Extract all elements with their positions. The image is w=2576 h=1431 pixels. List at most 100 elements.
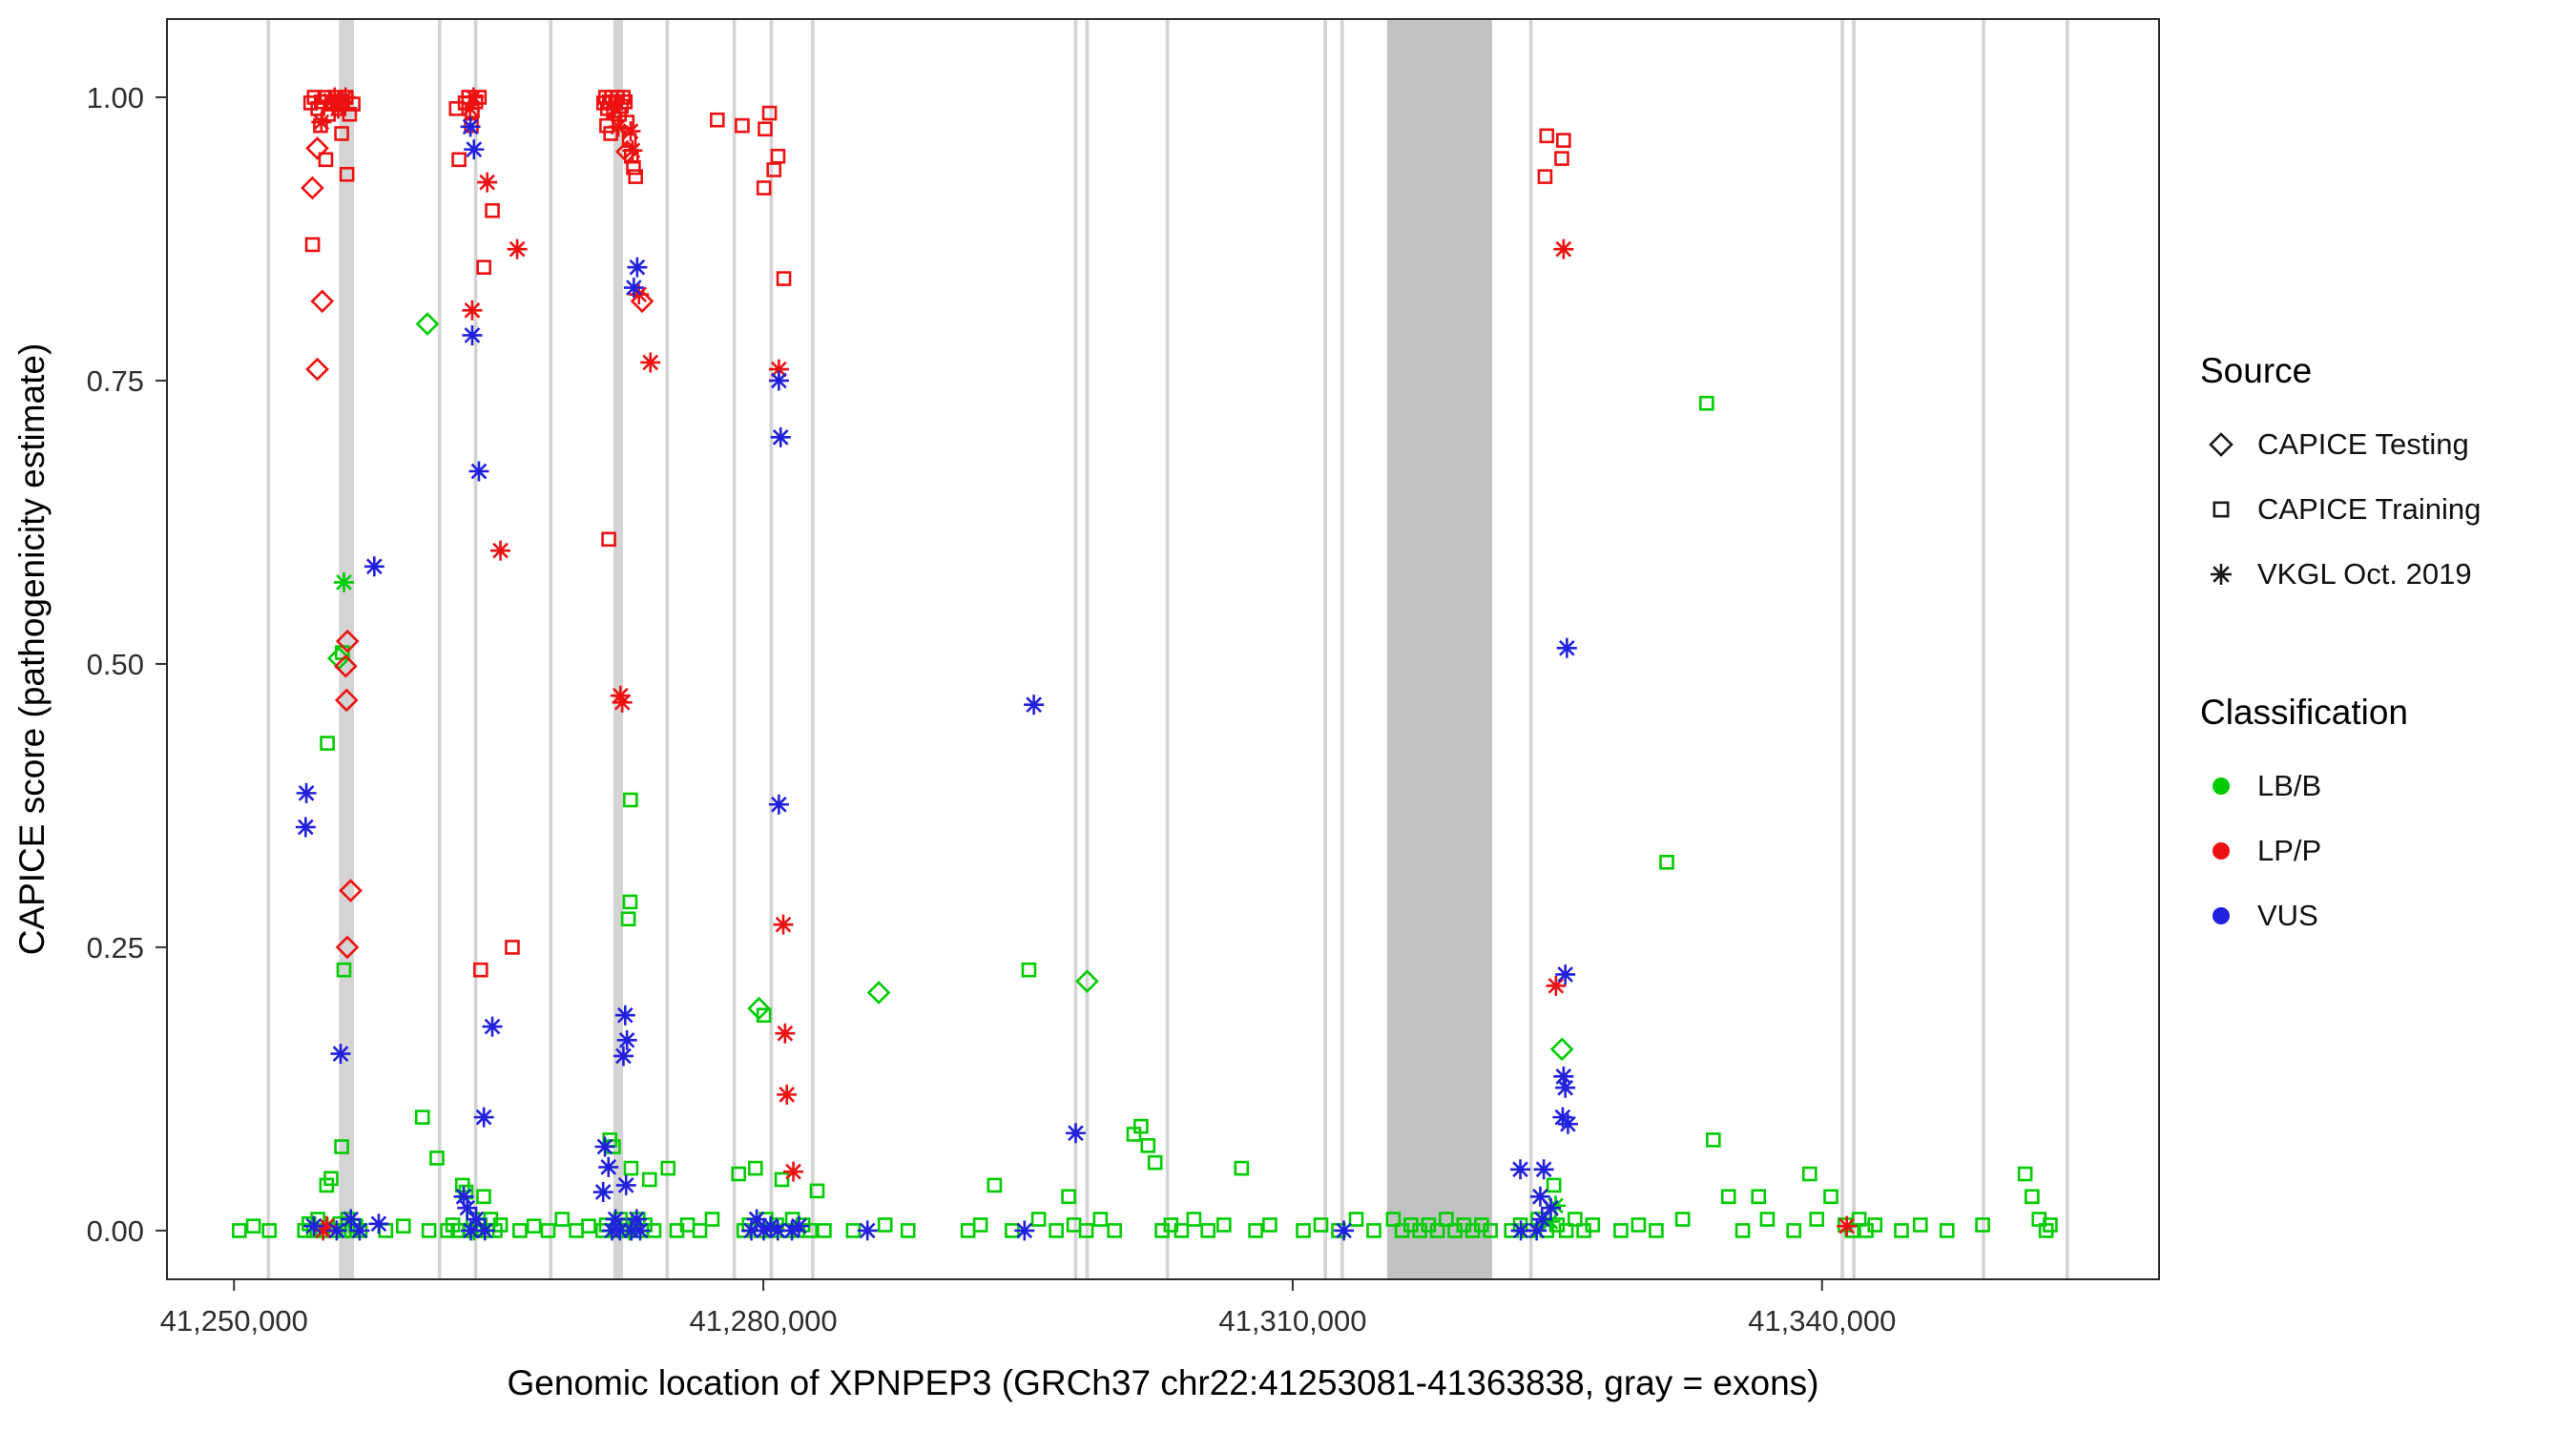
legend-classification-block: Classification LB/B LP/P VUS <box>2200 693 2408 948</box>
exon-band <box>437 20 442 1278</box>
data-point-square <box>1939 1223 1955 1238</box>
data-point-square <box>1802 1166 1818 1182</box>
data-point-square <box>620 911 636 927</box>
data-point-diamond <box>747 996 771 1021</box>
data-point-asterisk <box>613 1046 634 1067</box>
data-point-asterisk <box>460 1220 481 1241</box>
data-point-square <box>960 1223 976 1238</box>
data-point-square <box>1631 1217 1647 1233</box>
data-point-square <box>758 121 773 137</box>
data-point-asterisk <box>610 685 631 706</box>
data-point-asterisk <box>768 370 789 391</box>
legend-label-vkgl: VKGL Oct. 2019 <box>2257 557 2472 591</box>
data-point-square <box>320 736 335 751</box>
data-point-diamond <box>339 879 363 902</box>
data-point-asterisk <box>466 1209 487 1230</box>
data-point-square <box>1554 151 1569 166</box>
exon-band <box>613 20 624 1278</box>
data-point-asterisk <box>1556 637 1577 658</box>
data-point-diamond <box>334 688 359 713</box>
data-point-diamond <box>335 629 360 653</box>
data-point-asterisk <box>598 1156 619 1177</box>
data-point-square <box>1912 1217 1928 1233</box>
panel-border <box>166 18 2160 1280</box>
data-point-asterisk <box>364 556 384 577</box>
exon-band <box>266 20 271 1278</box>
data-point-square <box>1585 1217 1601 1233</box>
data-point-asterisk <box>326 1220 347 1241</box>
legend-source-block: Source CAPICE Testing CAPICE Training VK… <box>2200 351 2481 607</box>
data-point-square <box>628 169 644 184</box>
legend-source-title: Source <box>2200 351 2313 390</box>
data-point-square <box>1735 1223 1751 1238</box>
exon-band <box>1340 20 1344 1278</box>
data-point-square <box>817 1223 832 1238</box>
data-point-diamond <box>305 136 329 160</box>
legend-item-lpp: LP/P <box>2200 819 2408 883</box>
data-point-asterisk <box>477 172 498 193</box>
data-point-asterisk <box>620 121 641 142</box>
data-point-asterisk <box>1546 975 1567 996</box>
exon-band <box>473 20 478 1278</box>
exon-band <box>769 20 774 1278</box>
data-point-square <box>505 940 520 955</box>
data-point-square <box>776 271 792 286</box>
data-point-asterisk <box>612 692 633 713</box>
data-point-square <box>1049 1223 1064 1238</box>
data-point-square <box>339 166 355 182</box>
data-point-square <box>1674 1212 1691 1227</box>
data-point-square <box>2025 1189 2040 1205</box>
data-point-asterisk <box>507 238 528 259</box>
data-point-square <box>809 1183 825 1199</box>
data-point-asterisk <box>627 257 648 278</box>
data-point-square <box>987 1177 1003 1193</box>
data-point-asterisk <box>463 87 484 108</box>
data-point-square <box>774 1172 790 1188</box>
data-point-asterisk <box>1837 1215 1858 1236</box>
data-point-square <box>617 93 634 110</box>
data-point-asterisk <box>626 1209 647 1230</box>
data-point-square <box>692 1223 708 1238</box>
data-point-square <box>473 962 488 978</box>
data-point-square <box>756 180 772 196</box>
data-point-diamond <box>301 176 324 200</box>
data-point-square <box>1385 1212 1402 1227</box>
data-point-asterisk <box>335 87 356 108</box>
data-point-square <box>1613 1223 1629 1238</box>
data-point-asterisk <box>311 112 332 133</box>
data-point-asterisk <box>777 1084 798 1105</box>
y-axis-title: CAPICE score (pathogenicity estimate) <box>12 343 52 956</box>
data-point-asterisk <box>474 1220 495 1241</box>
data-point-square <box>232 1223 247 1238</box>
data-point-square <box>900 1223 916 1238</box>
legend-item-capice-testing: CAPICE Testing <box>2200 412 2481 477</box>
data-point-asterisk <box>773 914 794 935</box>
data-point-asterisk <box>767 1220 788 1241</box>
legend-item-vus: VUS <box>2200 883 2408 948</box>
data-point-square <box>1147 1154 1163 1171</box>
data-point-square <box>2212 501 2230 518</box>
data-point-asterisk <box>1024 695 1045 716</box>
data-point-square <box>1216 1217 1232 1233</box>
data-point-square <box>334 1139 349 1154</box>
data-point-square <box>622 894 638 910</box>
data-point-square <box>1262 1217 1278 1233</box>
data-point-asterisk <box>296 782 317 803</box>
y-axis-tick-label: 0.00 <box>87 1214 144 1248</box>
x-axis-tick-label: 41,250,000 <box>160 1304 308 1338</box>
data-point-square <box>1558 1223 1574 1238</box>
exon-band <box>665 20 670 1278</box>
x-axis-tick-label: 41,310,000 <box>1218 1304 1366 1338</box>
data-point-asterisk <box>482 1016 503 1037</box>
data-point-square <box>1186 1212 1202 1227</box>
legend-label-lpp: LP/P <box>2257 834 2322 867</box>
data-point-asterisk <box>746 1209 767 1230</box>
data-point-asterisk <box>1533 1159 1554 1180</box>
data-point-square <box>554 1212 571 1227</box>
data-point-square <box>1429 1223 1445 1238</box>
data-point-diamond <box>415 312 440 336</box>
data-point-square <box>1823 1189 1839 1205</box>
data-point-square <box>1659 855 1674 870</box>
data-point-asterisk <box>316 1215 337 1236</box>
data-point-asterisk <box>324 87 345 108</box>
